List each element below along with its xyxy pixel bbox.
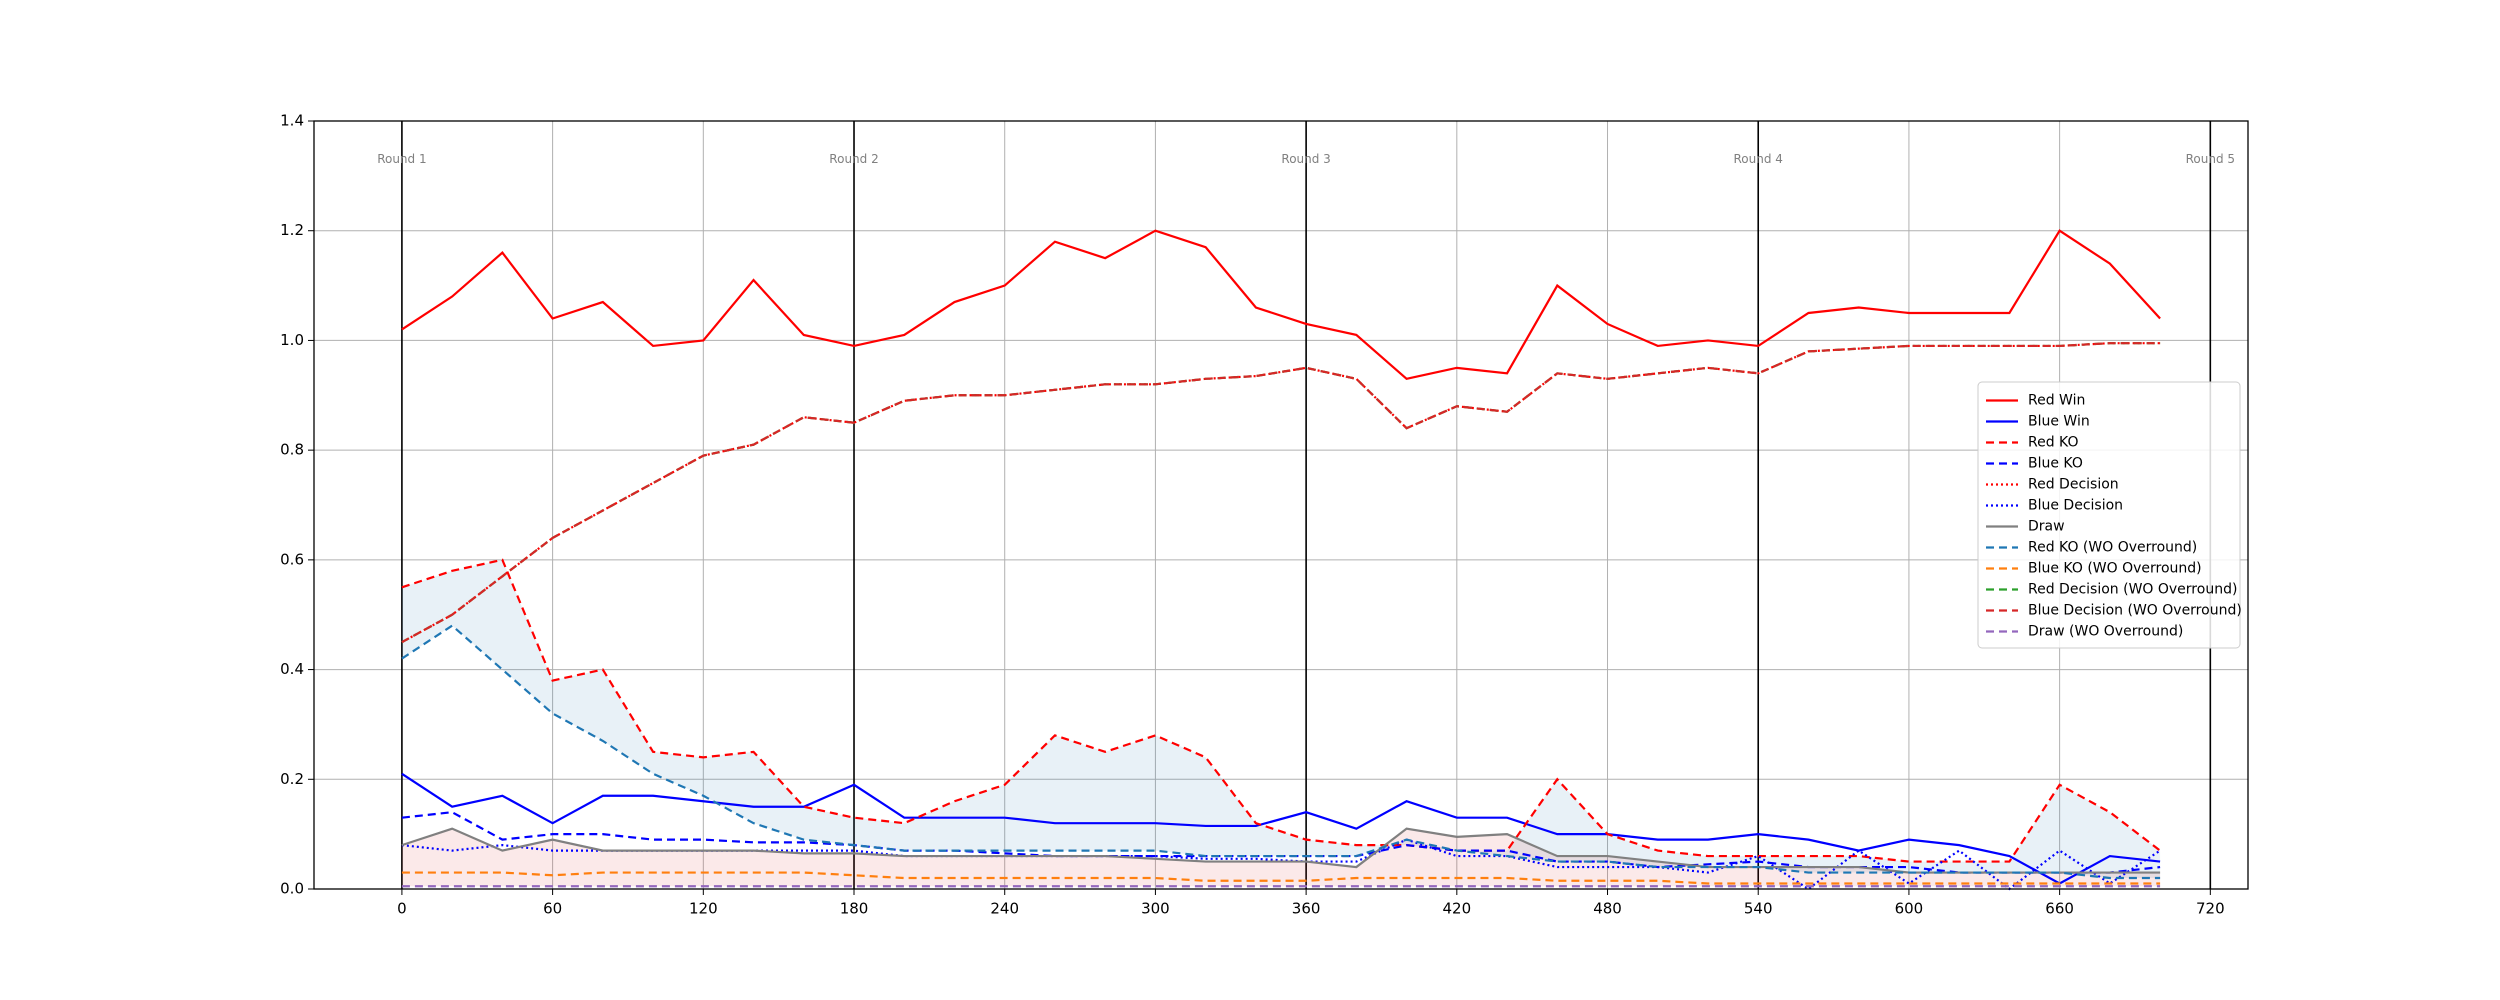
x-tick-label: 240 xyxy=(990,900,1019,918)
y-tick-label: 1.0 xyxy=(280,331,304,349)
round-label: Round 3 xyxy=(1281,152,1330,166)
legend-label: Draw xyxy=(2028,519,2065,535)
legend-label: Blue Decision xyxy=(2028,498,2123,514)
legend-label: Blue Win xyxy=(2028,414,2090,430)
y-tick-label: 0.8 xyxy=(280,441,304,459)
legend-label: Red Decision (WO Overround) xyxy=(2028,582,2237,598)
legend-label: Red Decision xyxy=(2028,477,2119,493)
x-tick-label: 600 xyxy=(1895,900,1924,918)
legend-label: Blue Decision (WO Overround) xyxy=(2028,603,2242,619)
x-tick-label: 0 xyxy=(397,900,407,918)
y-tick-label: 0.2 xyxy=(280,770,304,788)
legend-label: Red KO (WO Overround) xyxy=(2028,540,2197,556)
series-line xyxy=(401,342,2161,644)
round-label: Round 5 xyxy=(2186,152,2235,166)
round-label: Round 4 xyxy=(1734,152,1783,166)
y-tick-label: 0.4 xyxy=(280,660,304,678)
legend-box xyxy=(1977,381,2241,649)
series-line xyxy=(401,229,2161,381)
series-line xyxy=(401,871,2161,885)
x-tick-label: 300 xyxy=(1141,900,1170,918)
series-line xyxy=(401,624,2161,880)
y-tick-label: 1.2 xyxy=(280,221,304,239)
x-tick-label: 660 xyxy=(2045,900,2074,918)
x-tick-label: 540 xyxy=(1744,900,1773,918)
fill-band xyxy=(401,828,2161,887)
legend-label: Red Win xyxy=(2028,393,2085,409)
x-tick-label: 60 xyxy=(543,900,562,918)
round-label: Round 1 xyxy=(377,152,426,166)
y-tick-label: 1.4 xyxy=(280,112,304,130)
series-line xyxy=(401,772,2161,885)
series-line xyxy=(401,838,2161,891)
legend-label: Blue KO (WO Overround) xyxy=(2028,561,2202,577)
legend: Red Win Blue Win Red KO Blue KO Red Decision… xyxy=(1977,381,2242,649)
x-tick-label: 120 xyxy=(689,900,718,918)
plot-area xyxy=(314,121,2248,889)
round-label: Round 2 xyxy=(829,152,878,166)
legend-label: Blue KO xyxy=(2028,456,2083,472)
legend-label: Red KO xyxy=(2028,435,2078,451)
x-tick-label: 420 xyxy=(1442,900,1471,918)
x-tick-label: 360 xyxy=(1292,900,1321,918)
x-tick-label: 480 xyxy=(1593,900,1622,918)
axes-frame xyxy=(313,120,2249,890)
series-line xyxy=(401,558,2161,863)
series-line xyxy=(401,827,2161,874)
legend-label: Draw (WO Overround) xyxy=(2028,624,2183,640)
y-tick-label: 0.6 xyxy=(280,550,304,568)
y-tick-label: 0.0 xyxy=(280,880,304,898)
x-tick-label: 180 xyxy=(840,900,869,918)
x-tick-label: 720 xyxy=(2196,900,2225,918)
